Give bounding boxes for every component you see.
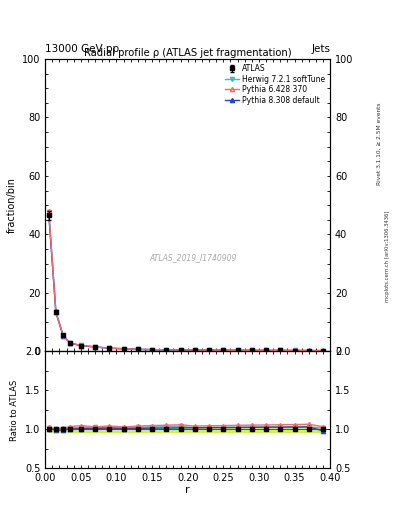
Pythia 6.428 370 bbox=[61, 332, 65, 338]
Pythia 8.308 default bbox=[150, 347, 154, 353]
Pythia 8.308 default bbox=[207, 347, 211, 353]
Pythia 8.308 default bbox=[79, 343, 83, 349]
X-axis label: r: r bbox=[185, 485, 190, 495]
Pythia 6.428 370 bbox=[79, 342, 83, 348]
Pythia 8.308 default bbox=[93, 344, 97, 350]
Pythia 6.428 370 bbox=[221, 347, 226, 353]
Line: Herwig 7.2.1 softTune: Herwig 7.2.1 softTune bbox=[47, 210, 325, 353]
Herwig 7.2.1 softTune bbox=[178, 347, 183, 353]
Herwig 7.2.1 softTune bbox=[321, 348, 325, 354]
Herwig 7.2.1 softTune bbox=[292, 348, 297, 354]
Pythia 8.308 default bbox=[250, 347, 254, 353]
Text: Jets: Jets bbox=[311, 44, 330, 54]
Pythia 8.308 default bbox=[107, 345, 112, 351]
Pythia 8.308 default bbox=[264, 347, 268, 353]
Pythia 6.428 370 bbox=[278, 347, 283, 353]
Herwig 7.2.1 softTune bbox=[136, 346, 140, 352]
Line: Pythia 8.308 default: Pythia 8.308 default bbox=[47, 212, 325, 353]
Pythia 8.308 default bbox=[193, 347, 197, 353]
Pythia 6.428 370 bbox=[193, 347, 197, 353]
Legend: ATLAS, Herwig 7.2.1 softTune, Pythia 6.428 370, Pythia 8.308 default: ATLAS, Herwig 7.2.1 softTune, Pythia 6.4… bbox=[223, 62, 326, 106]
Pythia 8.308 default bbox=[235, 347, 240, 353]
Pythia 6.428 370 bbox=[136, 346, 140, 352]
Text: ATLAS_2019_I1740909: ATLAS_2019_I1740909 bbox=[150, 253, 237, 262]
Pythia 6.428 370 bbox=[53, 309, 58, 315]
Pythia 8.308 default bbox=[61, 332, 65, 338]
Pythia 8.308 default bbox=[307, 348, 311, 354]
Pythia 8.308 default bbox=[292, 348, 297, 354]
Herwig 7.2.1 softTune bbox=[150, 347, 154, 353]
Pythia 6.428 370 bbox=[68, 340, 72, 346]
Herwig 7.2.1 softTune bbox=[79, 343, 83, 349]
Herwig 7.2.1 softTune bbox=[61, 332, 65, 338]
Pythia 8.308 default bbox=[46, 211, 51, 217]
Pythia 6.428 370 bbox=[46, 208, 51, 214]
Herwig 7.2.1 softTune bbox=[46, 209, 51, 216]
Pythia 8.308 default bbox=[164, 347, 169, 353]
Y-axis label: fraction/bin: fraction/bin bbox=[6, 177, 17, 233]
Pythia 6.428 370 bbox=[93, 344, 97, 350]
Pythia 6.428 370 bbox=[307, 348, 311, 354]
Herwig 7.2.1 softTune bbox=[235, 347, 240, 353]
Pythia 6.428 370 bbox=[264, 347, 268, 353]
Pythia 6.428 370 bbox=[292, 347, 297, 353]
Pythia 8.308 default bbox=[321, 348, 325, 354]
Herwig 7.2.1 softTune bbox=[93, 344, 97, 350]
Herwig 7.2.1 softTune bbox=[250, 347, 254, 353]
Pythia 6.428 370 bbox=[107, 345, 112, 351]
Herwig 7.2.1 softTune bbox=[307, 348, 311, 354]
Pythia 8.308 default bbox=[278, 347, 283, 353]
Pythia 6.428 370 bbox=[207, 347, 211, 353]
Pythia 8.308 default bbox=[53, 309, 58, 315]
Title: Radial profile ρ (ATLAS jet fragmentation): Radial profile ρ (ATLAS jet fragmentatio… bbox=[84, 48, 292, 58]
Herwig 7.2.1 softTune bbox=[68, 340, 72, 346]
Pythia 8.308 default bbox=[221, 347, 226, 353]
Pythia 6.428 370 bbox=[235, 347, 240, 353]
Text: Rivet 3.1.10, ≥ 2.5M events: Rivet 3.1.10, ≥ 2.5M events bbox=[377, 102, 382, 185]
Pythia 6.428 370 bbox=[164, 347, 169, 353]
Pythia 6.428 370 bbox=[321, 348, 325, 354]
Herwig 7.2.1 softTune bbox=[107, 345, 112, 351]
Line: Pythia 6.428 370: Pythia 6.428 370 bbox=[47, 209, 325, 353]
Herwig 7.2.1 softTune bbox=[264, 347, 268, 353]
Text: mcplots.cern.ch [arXiv:1306.3436]: mcplots.cern.ch [arXiv:1306.3436] bbox=[385, 210, 389, 302]
Pythia 6.428 370 bbox=[250, 347, 254, 353]
Pythia 6.428 370 bbox=[150, 347, 154, 353]
Herwig 7.2.1 softTune bbox=[121, 346, 126, 352]
Herwig 7.2.1 softTune bbox=[53, 309, 58, 315]
Herwig 7.2.1 softTune bbox=[221, 347, 226, 353]
Herwig 7.2.1 softTune bbox=[164, 347, 169, 353]
Herwig 7.2.1 softTune bbox=[193, 347, 197, 353]
Text: 13000 GeV pp: 13000 GeV pp bbox=[45, 44, 119, 54]
Pythia 8.308 default bbox=[68, 340, 72, 346]
Y-axis label: Ratio to ATLAS: Ratio to ATLAS bbox=[10, 379, 19, 441]
Herwig 7.2.1 softTune bbox=[207, 347, 211, 353]
Pythia 8.308 default bbox=[136, 346, 140, 352]
Herwig 7.2.1 softTune bbox=[278, 347, 283, 353]
Pythia 6.428 370 bbox=[121, 346, 126, 352]
Pythia 6.428 370 bbox=[178, 347, 183, 353]
Pythia 8.308 default bbox=[178, 347, 183, 353]
Pythia 8.308 default bbox=[121, 346, 126, 352]
